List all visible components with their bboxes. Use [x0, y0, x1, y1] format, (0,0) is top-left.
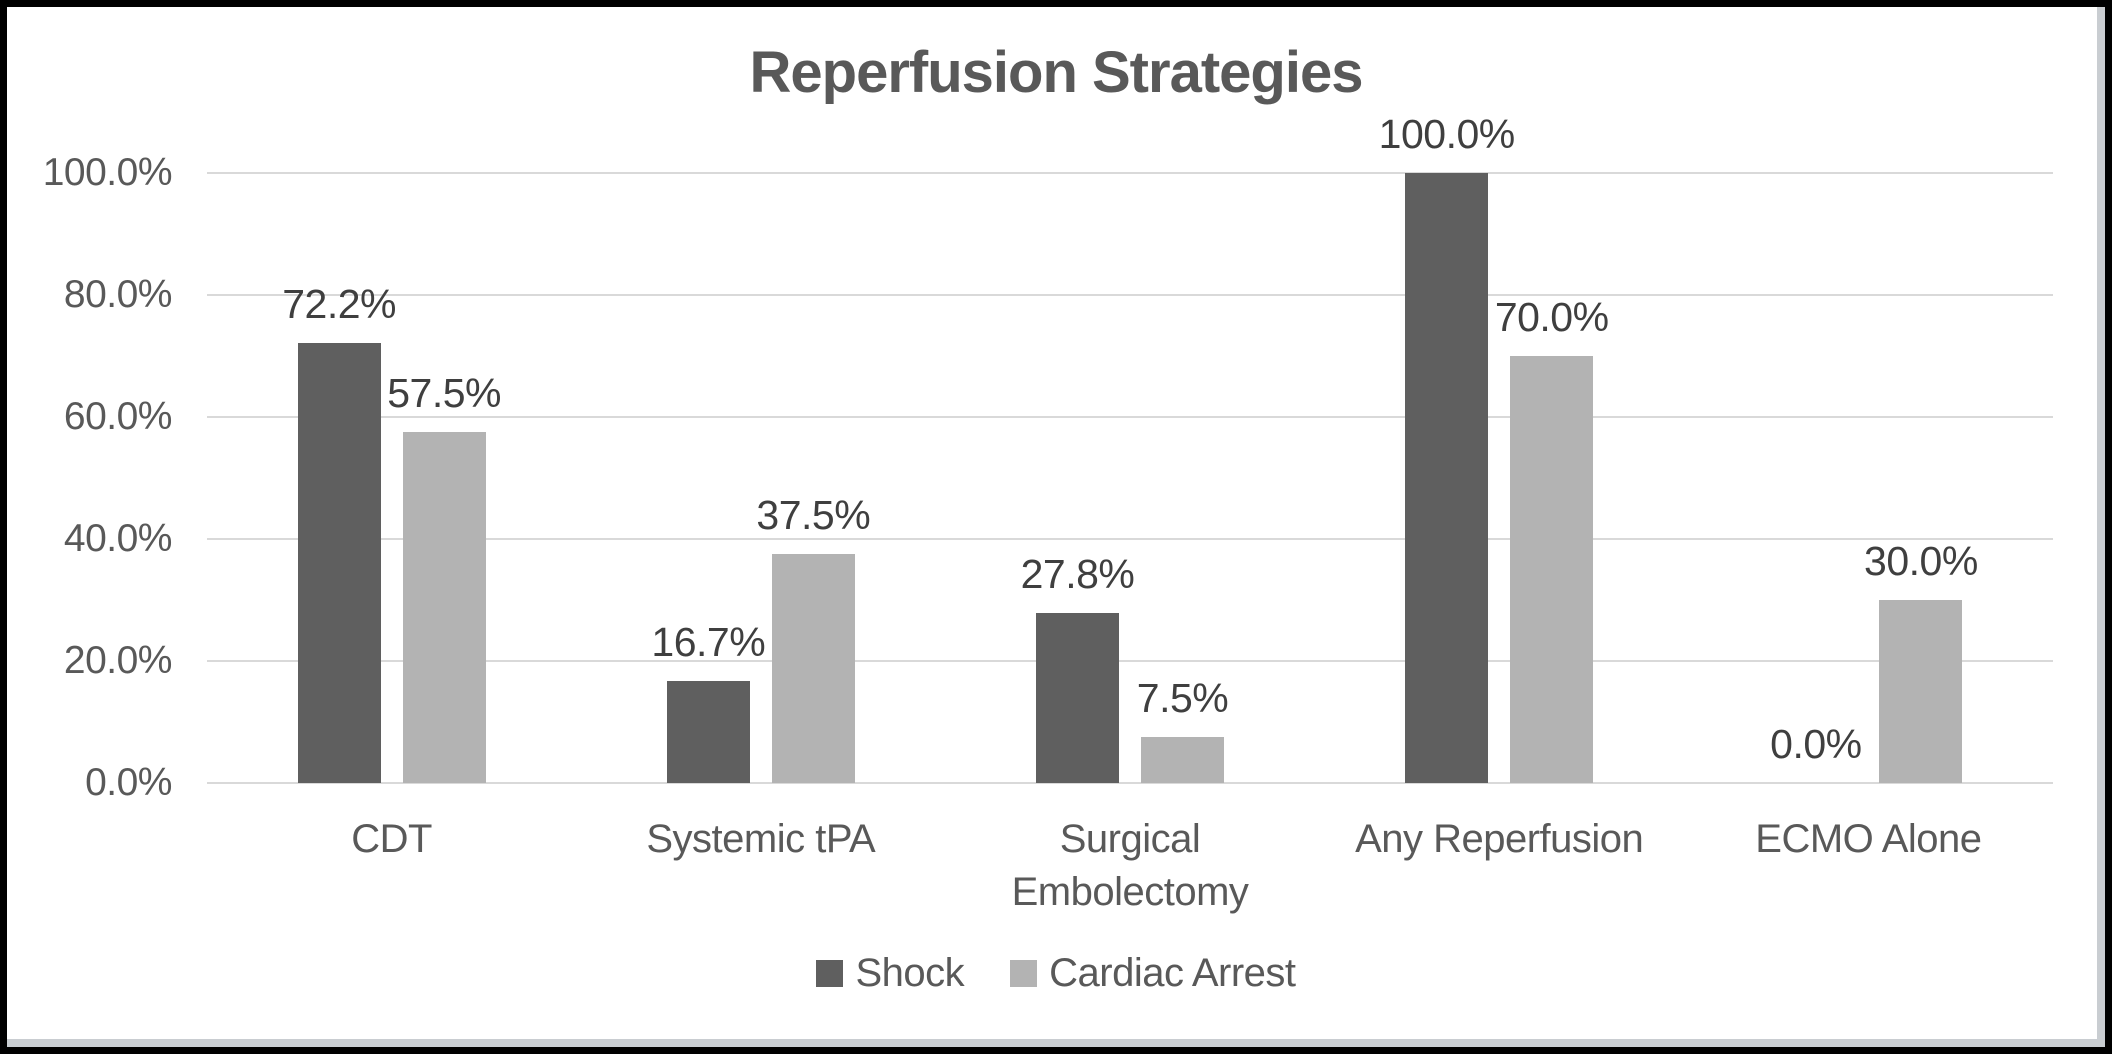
- legend-item-cardiac-arrest: Cardiac Arrest: [1010, 951, 1296, 996]
- y-tick-20-0: 20.0%: [63, 639, 173, 682]
- value-label-cardiac-arrest-surgical-embolectomy: 7.5%: [1136, 675, 1229, 722]
- category-group-any-reperfusion: 100.0% 70.0%: [1315, 114, 1684, 783]
- legend-label-cardiac-arrest: Cardiac Arrest: [1049, 951, 1296, 995]
- inner-shadow-right: [2097, 7, 2105, 1047]
- gridline-20-0: [207, 660, 2053, 662]
- value-label-cardiac-arrest-any-reperfusion: 70.0%: [1494, 294, 1609, 340]
- gridline-0-0: [207, 782, 2053, 784]
- y-tick-100-0: 100.0%: [42, 151, 173, 194]
- x-label-ecmo-alone: ECMO Alone: [1755, 817, 1982, 861]
- value-label-cardiac-arrest-ecmo-alone: 30.0%: [1864, 538, 1978, 584]
- bar-slot-shock-any-reperfusion: 100.0%: [1379, 114, 1515, 783]
- value-label-cardiac-arrest-systemic-tpa: 37.5%: [756, 492, 871, 539]
- bar-slot-shock-ecmo-alone: 0.0%: [1770, 173, 1862, 783]
- bar-slot-cardiac-arrest-cdt: 57.5%: [387, 173, 501, 783]
- y-tick-80-0: 80.0%: [63, 273, 173, 316]
- value-label-shock-cdt: 72.2%: [282, 280, 396, 327]
- bar-slot-cardiac-arrest-surgical-embolectomy: 7.5%: [1137, 173, 1229, 783]
- value-label-shock-any-reperfusion: 100.0%: [1378, 111, 1516, 157]
- bar-cardiac-arrest-surgical-embolectomy: [1140, 737, 1224, 783]
- category-group-cdt: 72.2% 57.5%: [207, 173, 576, 783]
- bar-slot-shock-systemic-tpa: 16.7%: [651, 173, 766, 783]
- bar-slot-cardiac-arrest-ecmo-alone: 30.0%: [1864, 173, 1978, 783]
- legend-item-shock: Shock: [816, 951, 965, 996]
- legend-swatch-shock: [816, 960, 844, 987]
- x-label-any-reperfusion: Any Reperfusion: [1355, 817, 1644, 861]
- gridline-40-0: [207, 538, 2053, 540]
- bar-shock-systemic-tpa: [666, 681, 750, 783]
- value-label-shock-ecmo-alone: 0.0%: [1770, 721, 1862, 767]
- gridline-100-0: [207, 172, 2053, 174]
- bar-slot-cardiac-arrest-systemic-tpa: 37.5%: [756, 173, 871, 783]
- x-label-systemic-tpa: Systemic tPA: [646, 817, 876, 861]
- y-tick-60-0: 60.0%: [63, 395, 173, 438]
- bar-cardiac-arrest-cdt: [402, 432, 486, 783]
- gridline-60-0: [207, 416, 2053, 418]
- legend: Shock Cardiac Arrest: [7, 951, 2105, 996]
- value-label-cardiac-arrest-cdt: 57.5%: [387, 370, 501, 417]
- bar-shock-surgical-embolectomy: [1035, 613, 1119, 783]
- bar-cardiac-arrest-any-reperfusion: [1510, 356, 1594, 783]
- chart-stage: Reperfusion Strategies 72.2% 57.5% 16.7% 37…: [7, 7, 2105, 1047]
- y-tick-40-0: 40.0%: [63, 517, 173, 560]
- x-label-cdt: CDT: [351, 817, 432, 861]
- category-group-surgical-embolectomy: 27.8% 7.5%: [945, 173, 1314, 783]
- bar-slot-shock-cdt: 72.2%: [282, 173, 396, 783]
- bar-shock-any-reperfusion: [1405, 173, 1489, 783]
- y-tick-0-0: 0.0%: [85, 761, 172, 804]
- inner-shadow-bottom: [7, 1039, 2105, 1047]
- x-label-surgical-embolectomy: Surgical Embolectomy: [1011, 817, 1249, 914]
- value-label-shock-systemic-tpa: 16.7%: [651, 619, 766, 666]
- plot-area: 72.2% 57.5% 16.7% 37.5% 27.8% 7.5% 100.0% 70.0%…: [207, 114, 2053, 784]
- gridline-80-0: [207, 294, 2053, 296]
- legend-swatch-cardiac-arrest: [1010, 960, 1038, 987]
- category-group-ecmo-alone: 0.0% 30.0%: [1684, 173, 2053, 783]
- chart-title: Reperfusion Strategies: [749, 40, 1364, 105]
- value-label-shock-surgical-embolectomy: 27.8%: [1020, 551, 1135, 598]
- legend-label-shock: Shock: [855, 951, 965, 995]
- category-group-systemic-tpa: 16.7% 37.5%: [576, 173, 945, 783]
- bar-cardiac-arrest-systemic-tpa: [771, 554, 855, 783]
- bar-slot-cardiac-arrest-any-reperfusion: 70.0%: [1495, 173, 1609, 783]
- bar-slot-shock-surgical-embolectomy: 27.8%: [1021, 173, 1135, 783]
- bar-cardiac-arrest-ecmo-alone: [1879, 600, 1963, 783]
- bar-shock-cdt: [297, 342, 381, 783]
